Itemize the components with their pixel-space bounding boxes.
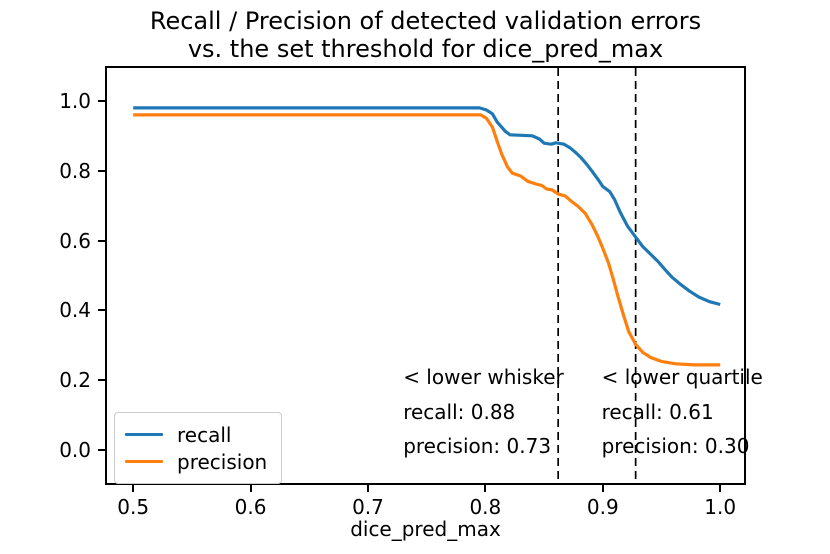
precision-line-sample (125, 460, 163, 463)
y-tick-label: 0.8 (59, 158, 91, 183)
chart-title-line1: Recall / Precision of detected validatio… (149, 7, 702, 35)
x-tick-label: 0.5 (117, 495, 150, 519)
legend: recall precision (114, 412, 283, 484)
y-tick-mark (98, 169, 105, 172)
x-tick-label: 1.0 (704, 495, 737, 519)
y-tick-mark (98, 309, 105, 312)
legend-entry-precision: precision (125, 448, 267, 475)
annotation-0-row-1: recall: 0.88 (403, 399, 516, 424)
annotation-1-row-1: recall: 0.61 (601, 399, 714, 424)
y-tick-mark (98, 99, 105, 102)
y-tick-label: 1.0 (59, 88, 91, 113)
x-tick-mark (249, 485, 252, 492)
legend-entry-recall: recall (125, 421, 267, 448)
recall-line-sample (125, 433, 163, 436)
x-tick-mark (484, 485, 487, 492)
x-tick-mark (366, 485, 369, 492)
y-tick-label: 0.2 (59, 368, 91, 393)
x-tick-mark (601, 485, 604, 492)
annotation-0-row-0: < lower whisker (403, 365, 564, 390)
x-tick-label: 0.6 (234, 495, 267, 519)
y-tick-mark (98, 379, 105, 382)
y-tick-label: 0.6 (59, 228, 91, 253)
annotation-0-row-2: precision: 0.73 (403, 433, 552, 458)
y-tick-mark (98, 449, 105, 452)
x-tick-label: 0.9 (586, 495, 619, 519)
x-tick-label: 0.7 (352, 495, 384, 519)
x-axis-label: dice_pred_max (350, 517, 501, 541)
y-tick-label: 0.0 (59, 438, 91, 463)
x-tick-mark (719, 485, 722, 492)
y-tick-label: 0.4 (59, 298, 91, 323)
legend-label-recall: recall (177, 422, 232, 447)
plot-area: recall precision (105, 66, 746, 485)
chart-title: Recall / Precision of detected validatio… (105, 7, 746, 63)
y-tick-mark (98, 239, 105, 242)
chart-title-line2: vs. the set threshold for dice_pred_max (187, 35, 664, 63)
x-tick-mark (132, 485, 135, 492)
x-tick-label: 0.8 (469, 495, 502, 519)
annotation-1-row-2: precision: 0.30 (601, 433, 750, 458)
annotation-1-row-0: < lower quartile (601, 365, 763, 390)
legend-label-precision: precision (177, 449, 268, 474)
